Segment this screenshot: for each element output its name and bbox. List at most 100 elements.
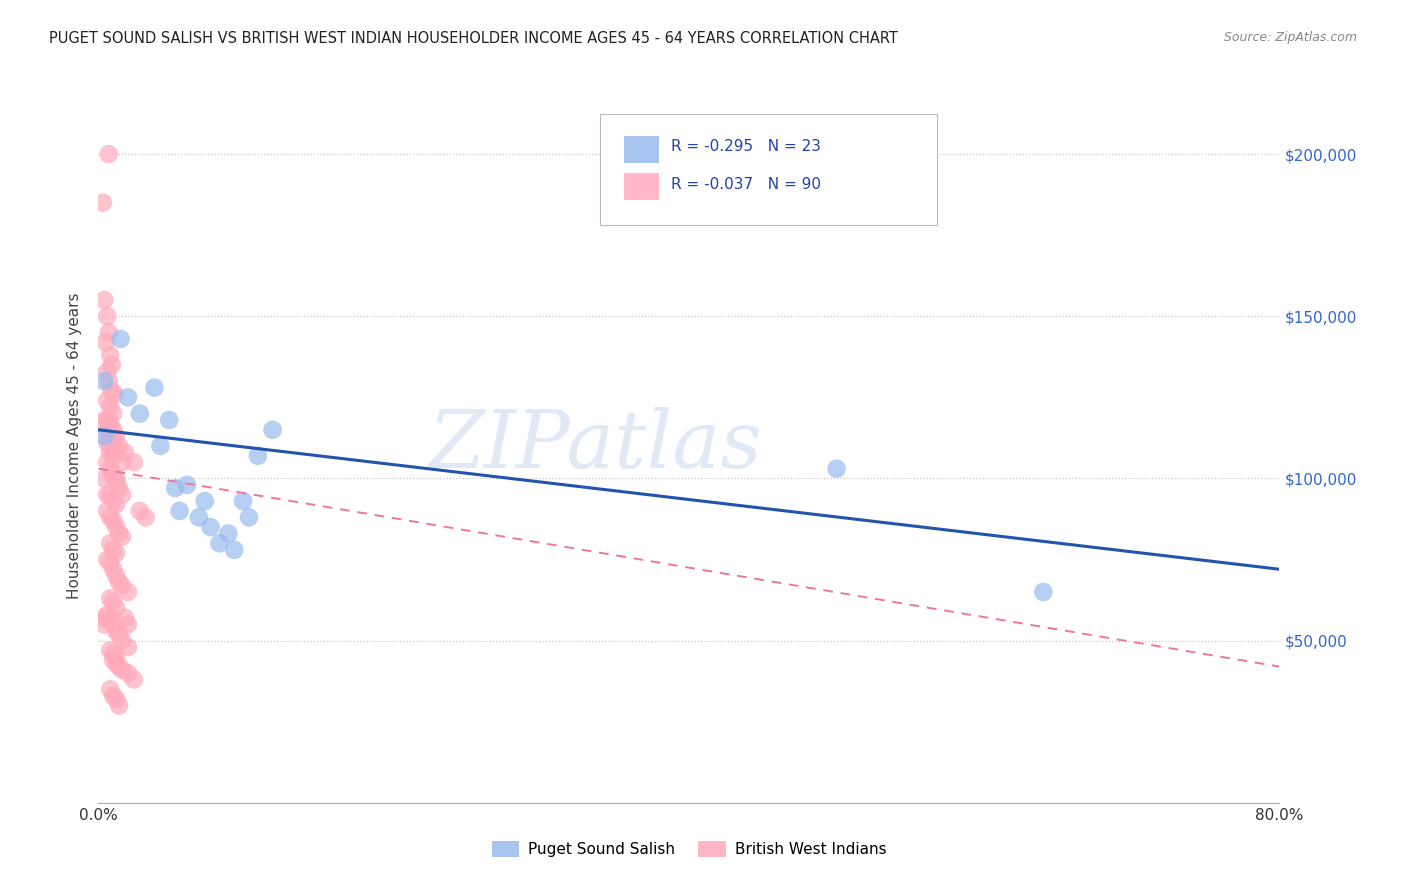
Point bbox=[103, 653, 125, 667]
Point bbox=[97, 374, 120, 388]
Point bbox=[117, 390, 139, 404]
Point bbox=[105, 624, 128, 638]
Point bbox=[108, 481, 131, 495]
Point bbox=[96, 364, 118, 378]
Point bbox=[96, 504, 118, 518]
Point bbox=[217, 526, 239, 541]
Point bbox=[105, 429, 128, 443]
Point bbox=[96, 455, 118, 469]
Point bbox=[96, 413, 118, 427]
Point bbox=[98, 591, 121, 606]
Point bbox=[96, 552, 118, 566]
Point bbox=[93, 413, 115, 427]
Point bbox=[105, 649, 128, 664]
Point bbox=[96, 435, 118, 450]
Point bbox=[111, 633, 134, 648]
Point bbox=[103, 647, 125, 661]
Point bbox=[128, 407, 150, 421]
Point bbox=[111, 578, 134, 592]
Point bbox=[105, 445, 128, 459]
Point bbox=[103, 689, 125, 703]
Point bbox=[98, 682, 121, 697]
Point bbox=[187, 510, 209, 524]
Point bbox=[98, 461, 121, 475]
Point bbox=[96, 310, 118, 324]
Point bbox=[103, 423, 125, 437]
Point bbox=[98, 445, 121, 459]
Point bbox=[105, 520, 128, 534]
Text: ZIPatlas: ZIPatlas bbox=[427, 408, 761, 484]
Point bbox=[208, 536, 231, 550]
Point bbox=[105, 568, 128, 582]
Point bbox=[103, 407, 125, 421]
Point bbox=[108, 627, 131, 641]
Point bbox=[111, 530, 134, 544]
Point bbox=[93, 617, 115, 632]
Point bbox=[94, 335, 117, 350]
Point bbox=[238, 510, 260, 524]
Point bbox=[98, 536, 121, 550]
Point bbox=[98, 488, 121, 502]
Point bbox=[246, 449, 269, 463]
Point bbox=[98, 423, 121, 437]
Point bbox=[98, 556, 121, 570]
Point bbox=[98, 400, 121, 414]
Point bbox=[1032, 585, 1054, 599]
Point bbox=[103, 617, 125, 632]
Point bbox=[114, 611, 136, 625]
Point bbox=[103, 494, 125, 508]
Point bbox=[143, 381, 166, 395]
Point bbox=[93, 374, 115, 388]
Point bbox=[93, 611, 115, 625]
Point bbox=[224, 542, 246, 557]
Point bbox=[111, 455, 134, 469]
Point bbox=[262, 423, 284, 437]
Point bbox=[128, 504, 150, 518]
Point bbox=[105, 471, 128, 485]
Point bbox=[105, 657, 128, 671]
Point bbox=[105, 546, 128, 560]
Point bbox=[825, 461, 848, 475]
Point bbox=[103, 433, 125, 447]
Point bbox=[103, 595, 125, 609]
Point bbox=[96, 423, 118, 437]
Point bbox=[103, 542, 125, 557]
Point bbox=[103, 449, 125, 463]
Point bbox=[98, 643, 121, 657]
Point bbox=[96, 488, 118, 502]
Point bbox=[111, 663, 134, 677]
Point bbox=[157, 413, 180, 427]
Point bbox=[108, 575, 131, 590]
Point bbox=[122, 455, 145, 469]
Point bbox=[110, 332, 132, 346]
Point bbox=[91, 195, 114, 210]
Point bbox=[200, 520, 222, 534]
Point bbox=[108, 439, 131, 453]
Point bbox=[103, 468, 125, 483]
Point bbox=[98, 611, 121, 625]
Point bbox=[108, 526, 131, 541]
Point bbox=[194, 494, 217, 508]
Point bbox=[97, 147, 120, 161]
Point bbox=[93, 429, 115, 443]
Point bbox=[108, 659, 131, 673]
Point bbox=[98, 510, 121, 524]
Point bbox=[105, 601, 128, 615]
Point bbox=[100, 384, 122, 398]
Text: R = -0.295   N = 23: R = -0.295 N = 23 bbox=[671, 139, 821, 153]
Point bbox=[232, 494, 254, 508]
Point bbox=[98, 417, 121, 431]
Point bbox=[117, 617, 139, 632]
Point bbox=[122, 673, 145, 687]
Point bbox=[98, 439, 121, 453]
Point bbox=[104, 387, 127, 401]
Point bbox=[98, 348, 121, 362]
Point bbox=[149, 439, 172, 453]
Point bbox=[169, 504, 191, 518]
Point bbox=[105, 692, 128, 706]
Y-axis label: Householder Income Ages 45 - 64 years: Householder Income Ages 45 - 64 years bbox=[67, 293, 83, 599]
Text: Source: ZipAtlas.com: Source: ZipAtlas.com bbox=[1223, 31, 1357, 45]
Point bbox=[96, 607, 118, 622]
FancyBboxPatch shape bbox=[624, 173, 659, 200]
FancyBboxPatch shape bbox=[600, 114, 936, 225]
